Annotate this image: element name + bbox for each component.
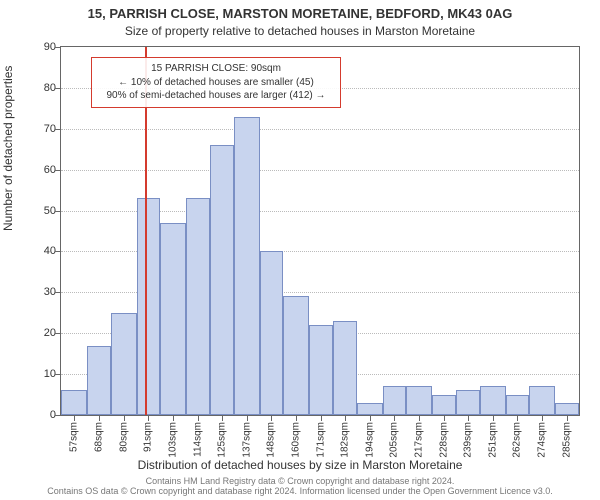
histogram-bar: [529, 386, 555, 415]
x-tick-mark: [468, 416, 469, 421]
y-tick-mark: [55, 129, 60, 130]
x-tick-label: 91sqm: [143, 422, 154, 452]
histogram-bar: [210, 145, 234, 415]
reference-info-box: 15 PARRISH CLOSE: 90sqm ← 10% of detache…: [91, 57, 341, 108]
x-tick-mark: [517, 416, 518, 421]
x-tick-label: 262sqm: [512, 422, 523, 458]
x-tick-mark: [99, 416, 100, 421]
chart-title-main: 15, PARRISH CLOSE, MARSTON MORETAINE, BE…: [0, 6, 600, 21]
y-tick-label: 10: [26, 368, 56, 380]
x-tick-label: 194sqm: [364, 422, 375, 458]
x-tick-label: 160sqm: [291, 422, 302, 458]
y-tick-label: 90: [26, 41, 56, 53]
info-box-line2: ← 10% of detached houses are smaller (45…: [98, 76, 334, 90]
x-tick-mark: [222, 416, 223, 421]
x-tick-label: 217sqm: [414, 422, 425, 458]
histogram-bar: [283, 296, 309, 415]
x-tick-mark: [370, 416, 371, 421]
chart-title-sub: Size of property relative to detached ho…: [0, 24, 600, 38]
x-tick-label: 239sqm: [462, 422, 473, 458]
x-tick-mark: [247, 416, 248, 421]
footer-line1: Contains HM Land Registry data © Crown c…: [0, 476, 600, 486]
x-tick-label: 103sqm: [168, 422, 179, 458]
x-tick-mark: [345, 416, 346, 421]
y-tick-mark: [55, 47, 60, 48]
histogram-bar: [87, 346, 111, 416]
x-tick-mark: [173, 416, 174, 421]
y-tick-label: 50: [26, 205, 56, 217]
y-tick-label: 0: [26, 409, 56, 421]
x-tick-mark: [124, 416, 125, 421]
x-tick-label: 228sqm: [439, 422, 450, 458]
histogram-bar: [137, 198, 161, 415]
x-tick-label: 80sqm: [118, 422, 129, 452]
plot-area: 15 PARRISH CLOSE: 90sqm ← 10% of detache…: [60, 46, 580, 416]
x-tick-mark: [321, 416, 322, 421]
x-tick-label: 285sqm: [562, 422, 573, 458]
y-tick-mark: [55, 88, 60, 89]
chart-container: 15, PARRISH CLOSE, MARSTON MORETAINE, BE…: [0, 0, 600, 500]
footer-attribution: Contains HM Land Registry data © Crown c…: [0, 476, 600, 497]
x-tick-mark: [198, 416, 199, 421]
x-tick-mark: [493, 416, 494, 421]
y-tick-label: 40: [26, 245, 56, 257]
x-tick-label: 182sqm: [339, 422, 350, 458]
x-tick-mark: [542, 416, 543, 421]
y-tick-mark: [55, 292, 60, 293]
y-tick-label: 80: [26, 82, 56, 94]
x-tick-label: 251sqm: [487, 422, 498, 458]
histogram-bar: [111, 313, 137, 415]
x-tick-label: 137sqm: [241, 422, 252, 458]
histogram-bar: [333, 321, 357, 415]
histogram-bar: [357, 403, 383, 415]
footer-line2: Contains OS data © Crown copyright and d…: [0, 486, 600, 496]
histogram-bar: [406, 386, 432, 415]
y-tick-mark: [55, 211, 60, 212]
histogram-bar: [432, 395, 456, 415]
histogram-bar: [506, 395, 530, 415]
x-tick-label: 205sqm: [389, 422, 400, 458]
histogram-bar: [309, 325, 333, 415]
x-tick-label: 148sqm: [266, 422, 277, 458]
y-tick-mark: [55, 415, 60, 416]
x-tick-mark: [444, 416, 445, 421]
gridline: [61, 129, 579, 130]
x-axis-label: Distribution of detached houses by size …: [0, 458, 600, 472]
y-tick-mark: [55, 374, 60, 375]
x-tick-label: 171sqm: [316, 422, 327, 458]
y-tick-mark: [55, 251, 60, 252]
info-box-line1: 15 PARRISH CLOSE: 90sqm: [98, 62, 334, 76]
x-tick-mark: [296, 416, 297, 421]
histogram-bar: [383, 386, 407, 415]
x-tick-mark: [419, 416, 420, 421]
x-tick-label: 274sqm: [537, 422, 548, 458]
x-tick-mark: [394, 416, 395, 421]
x-tick-mark: [567, 416, 568, 421]
x-tick-mark: [271, 416, 272, 421]
y-tick-label: 20: [26, 327, 56, 339]
histogram-bar: [480, 386, 506, 415]
y-tick-label: 70: [26, 123, 56, 135]
info-box-line3: 90% of semi-detached houses are larger (…: [98, 89, 334, 103]
histogram-bar: [61, 390, 87, 415]
y-tick-mark: [55, 333, 60, 334]
histogram-bar: [555, 403, 579, 415]
x-tick-label: 125sqm: [216, 422, 227, 458]
histogram-bar: [160, 223, 186, 415]
histogram-bar: [186, 198, 210, 415]
y-axis-label: Number of detached properties: [1, 66, 15, 231]
x-tick-mark: [74, 416, 75, 421]
x-tick-label: 68sqm: [93, 422, 104, 452]
y-tick-label: 60: [26, 164, 56, 176]
y-tick-mark: [55, 170, 60, 171]
histogram-bar: [456, 390, 480, 415]
y-tick-label: 30: [26, 286, 56, 298]
histogram-bar: [234, 117, 260, 415]
histogram-bar: [260, 251, 284, 415]
x-tick-label: 57sqm: [68, 422, 79, 452]
x-tick-mark: [148, 416, 149, 421]
x-tick-label: 114sqm: [193, 422, 204, 457]
gridline: [61, 170, 579, 171]
